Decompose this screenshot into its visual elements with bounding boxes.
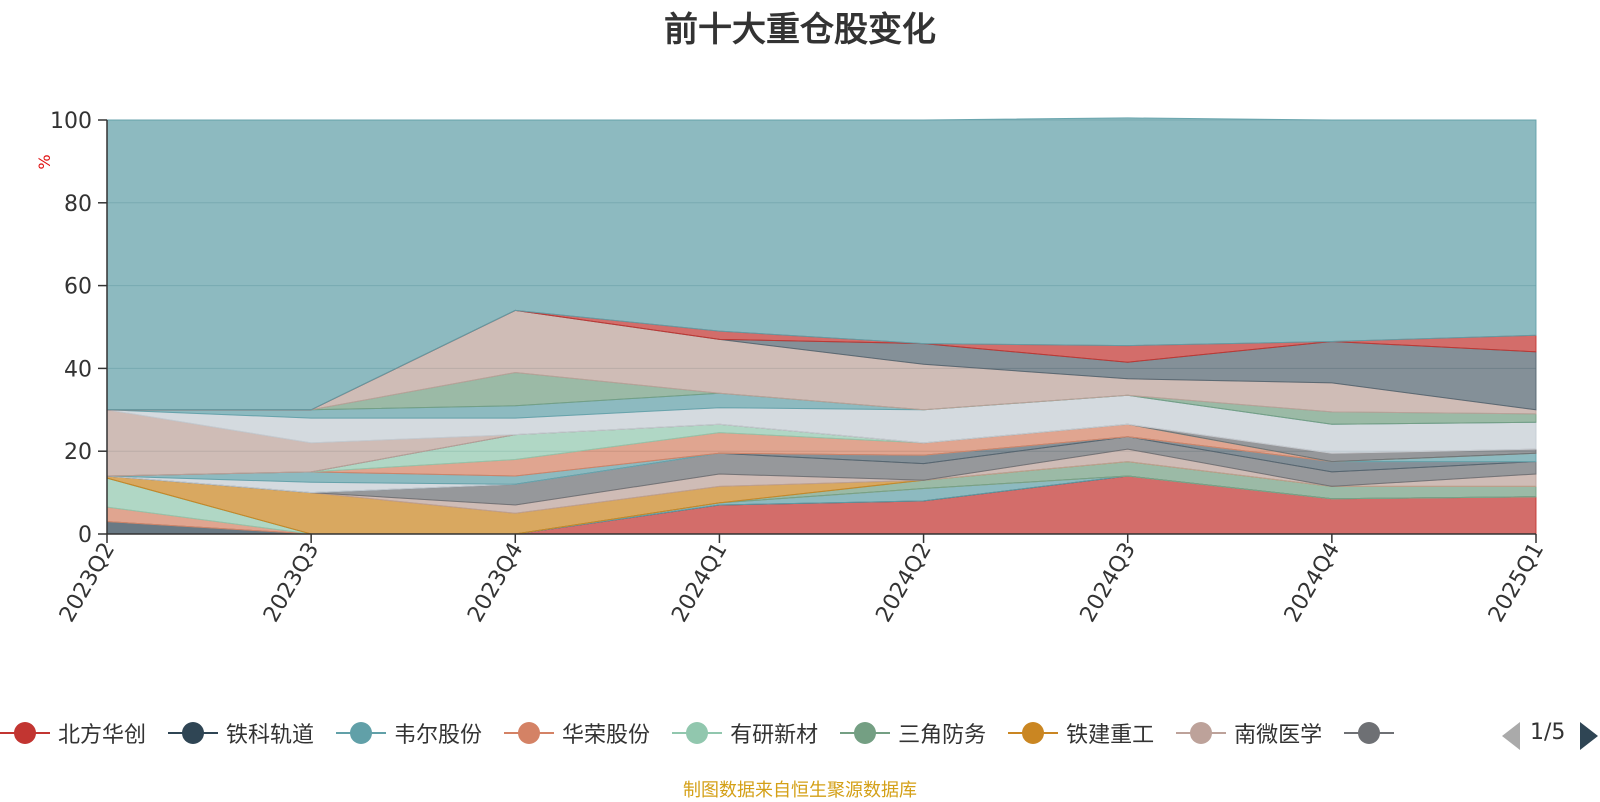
area-series-23	[106, 117, 1537, 411]
previous-page-arrow-icon[interactable]	[1502, 722, 1520, 750]
data-source-note: 制图数据来自恒生聚源数据库	[683, 780, 917, 801]
legend-item[interactable]	[1344, 713, 1402, 753]
area-layer	[106, 117, 1537, 535]
legend-item[interactable]: 华荣股份	[504, 713, 650, 753]
legend-item[interactable]: 铁科轨道	[168, 713, 314, 753]
x-tick-label: 2023Q3	[259, 539, 324, 627]
x-tick-label: 2023Q2	[55, 539, 120, 627]
legend-item[interactable]: 有研新材	[672, 713, 818, 753]
legend-marker-icon	[1008, 721, 1059, 745]
x-tick-label: 2023Q4	[463, 539, 528, 627]
legend-marker-icon	[0, 721, 50, 745]
x-tick-label: 2024Q2	[871, 539, 936, 627]
y-tick-label: 40	[64, 357, 92, 382]
legend-item[interactable]: 三角防务	[840, 713, 986, 753]
legend-label: 华荣股份	[562, 723, 651, 748]
legend-label: 铁建重工	[1066, 723, 1155, 748]
legend-label: 南微医学	[1234, 723, 1323, 748]
legend: 北方华创 铁科轨道 韦尔股份 华荣股份 有研新材 三角防务 铁建重工 南微医学	[0, 713, 1490, 753]
y-tick-label: 0	[78, 523, 92, 548]
legend-marker-icon	[840, 721, 891, 745]
x-tick-label: 2024Q1	[667, 539, 732, 627]
next-page-arrow-icon[interactable]	[1580, 722, 1598, 750]
legend-item[interactable]: 北方华创	[0, 713, 146, 753]
legend-label: 韦尔股份	[394, 723, 483, 748]
y-tick-label: 60	[64, 275, 92, 300]
legend-marker-icon	[1344, 721, 1395, 745]
legend-marker-icon	[168, 721, 219, 745]
legend-track: 北方华创 铁科轨道 韦尔股份 华荣股份 有研新材 三角防务 铁建重工 南微医学	[0, 713, 1424, 753]
legend-label: 铁科轨道	[226, 723, 315, 748]
legend-marker-icon	[504, 721, 555, 745]
legend-label: 有研新材	[730, 723, 819, 748]
legend-pager: 1/5	[1502, 718, 1600, 752]
legend-marker-icon	[336, 721, 387, 745]
y-tick-label: 20	[64, 440, 92, 465]
y-axis-unit-label: %	[35, 154, 54, 169]
x-tick-label: 2025Q1	[1484, 539, 1549, 627]
legend-marker-icon	[1176, 721, 1227, 745]
y-tick-label: 80	[64, 192, 92, 217]
legend-item[interactable]: 铁建重工	[1008, 713, 1154, 753]
page-indicator: 1/5	[1530, 720, 1566, 745]
legend-marker-icon	[672, 721, 723, 745]
legend-item[interactable]: 韦尔股份	[336, 713, 482, 753]
x-tick-label: 2024Q4	[1280, 539, 1345, 627]
y-tick-label: 100	[50, 109, 92, 134]
legend-item[interactable]: 南微医学	[1176, 713, 1322, 753]
legend-label: 三角防务	[898, 723, 987, 748]
x-tick-label: 2024Q3	[1076, 539, 1141, 627]
legend-label: 北方华创	[58, 723, 147, 748]
chart-title: 前十大重仓股变化	[664, 10, 936, 50]
